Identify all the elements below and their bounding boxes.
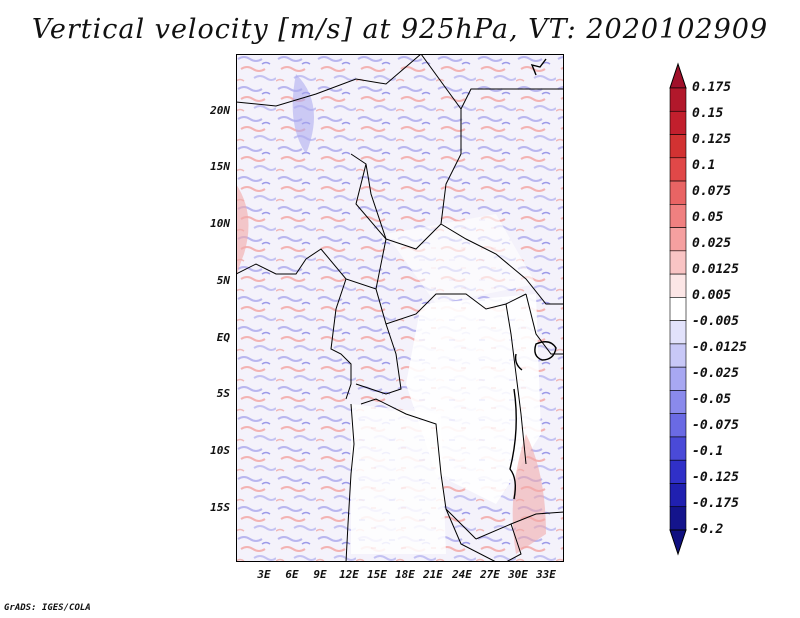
colorbar-cell <box>669 204 687 228</box>
colorbar-label-6: 0.025 <box>692 236 732 251</box>
lon-label-30e: 30E <box>508 568 528 581</box>
colorbar-label-8: 0.005 <box>692 288 732 303</box>
lake-outlines <box>509 58 557 500</box>
lon-label-21e: 21E <box>423 568 443 581</box>
colorbar-label-14: -0.1 <box>692 444 724 459</box>
lat-label-15n: 15N <box>210 160 230 173</box>
colorbar-label-7: 0.0125 <box>692 262 739 277</box>
colorbar-label-11: -0.025 <box>692 366 739 381</box>
colorbar-cell <box>669 297 687 321</box>
calm-region-south <box>351 404 446 554</box>
colorbar-cell <box>669 134 687 159</box>
colorbar-label-15: -0.125 <box>692 470 739 485</box>
colorbar-cell <box>669 87 687 112</box>
velocity-map <box>236 54 564 562</box>
colorbar-label-4: 0.075 <box>692 184 732 199</box>
colorbar-cell <box>669 320 687 345</box>
lat-label-5n: 5N <box>216 274 230 287</box>
colorbar-cell <box>669 459 687 484</box>
lat-label-15s: 15S <box>210 501 230 514</box>
warm-patch-west <box>236 184 249 284</box>
colorbar-cell <box>669 273 687 298</box>
colorbar-cell <box>669 436 687 461</box>
lon-label-27e: 27E <box>480 568 500 581</box>
warm-patch-east <box>512 434 546 554</box>
lon-label-18e: 18E <box>395 568 415 581</box>
colorbar-cell <box>669 110 687 135</box>
colorbar-cell <box>669 343 687 368</box>
colorbar-cell <box>669 366 687 391</box>
colorbar-label-1: 0.15 <box>692 106 724 121</box>
lon-label-15e: 15E <box>367 568 387 581</box>
lat-label-5s: 5S <box>216 387 230 400</box>
lon-label-24e: 24E <box>452 568 472 581</box>
lon-label-6e: 6E <box>285 568 299 581</box>
calm-region-north <box>386 214 536 304</box>
colorbar-label-5: 0.05 <box>692 210 724 225</box>
lat-label-10s: 10S <box>210 444 230 457</box>
colorbar-label-10: -0.0125 <box>692 340 747 355</box>
colorbar-cell <box>669 413 687 438</box>
lat-label-10n: 10N <box>210 217 230 230</box>
cool-patch-north <box>292 74 314 154</box>
lat-label-eq: EQ <box>216 331 230 344</box>
lon-label-9e: 9E <box>313 568 327 581</box>
colorbar-cell <box>669 157 687 182</box>
lon-label-33e: 33E <box>536 568 556 581</box>
colorbar-cell <box>669 180 687 205</box>
colorbar-label-17: -0.2 <box>692 522 724 537</box>
colorbar-lower-arrow <box>669 529 687 556</box>
colorbar-label-13: -0.075 <box>692 418 739 433</box>
colorbar-label-12: -0.05 <box>692 392 732 407</box>
map-frame-left <box>236 54 237 562</box>
colorbar-label-3: 0.1 <box>692 158 716 173</box>
colorbar-cell <box>669 250 687 275</box>
map-frame-top <box>236 54 564 55</box>
colorbar-label-2: 0.125 <box>692 132 732 147</box>
map-frame-bottom <box>236 561 564 562</box>
colorbar-upper-arrow <box>669 62 687 89</box>
colorbar-cell <box>669 227 687 252</box>
colorbar-cell <box>669 483 687 508</box>
chart-title: Vertical velocity [m/s] at 925hPa, VT: 2… <box>31 14 769 45</box>
country-borders <box>236 54 564 562</box>
colorbar-cell <box>669 506 687 531</box>
lat-label-20n: 20N <box>210 104 230 117</box>
colorbar-label-16: -0.175 <box>692 496 739 511</box>
lon-label-3e: 3E <box>257 568 271 581</box>
colorbar-label-9: -0.005 <box>692 314 739 329</box>
map-frame-right <box>563 54 564 562</box>
colorbar <box>669 62 687 556</box>
lon-label-12e: 12E <box>339 568 359 581</box>
colorbar-cell <box>669 390 687 414</box>
colorbar-label-0: 0.175 <box>692 80 732 95</box>
grads-credit: GrADS: IGES/COLA <box>4 603 91 613</box>
